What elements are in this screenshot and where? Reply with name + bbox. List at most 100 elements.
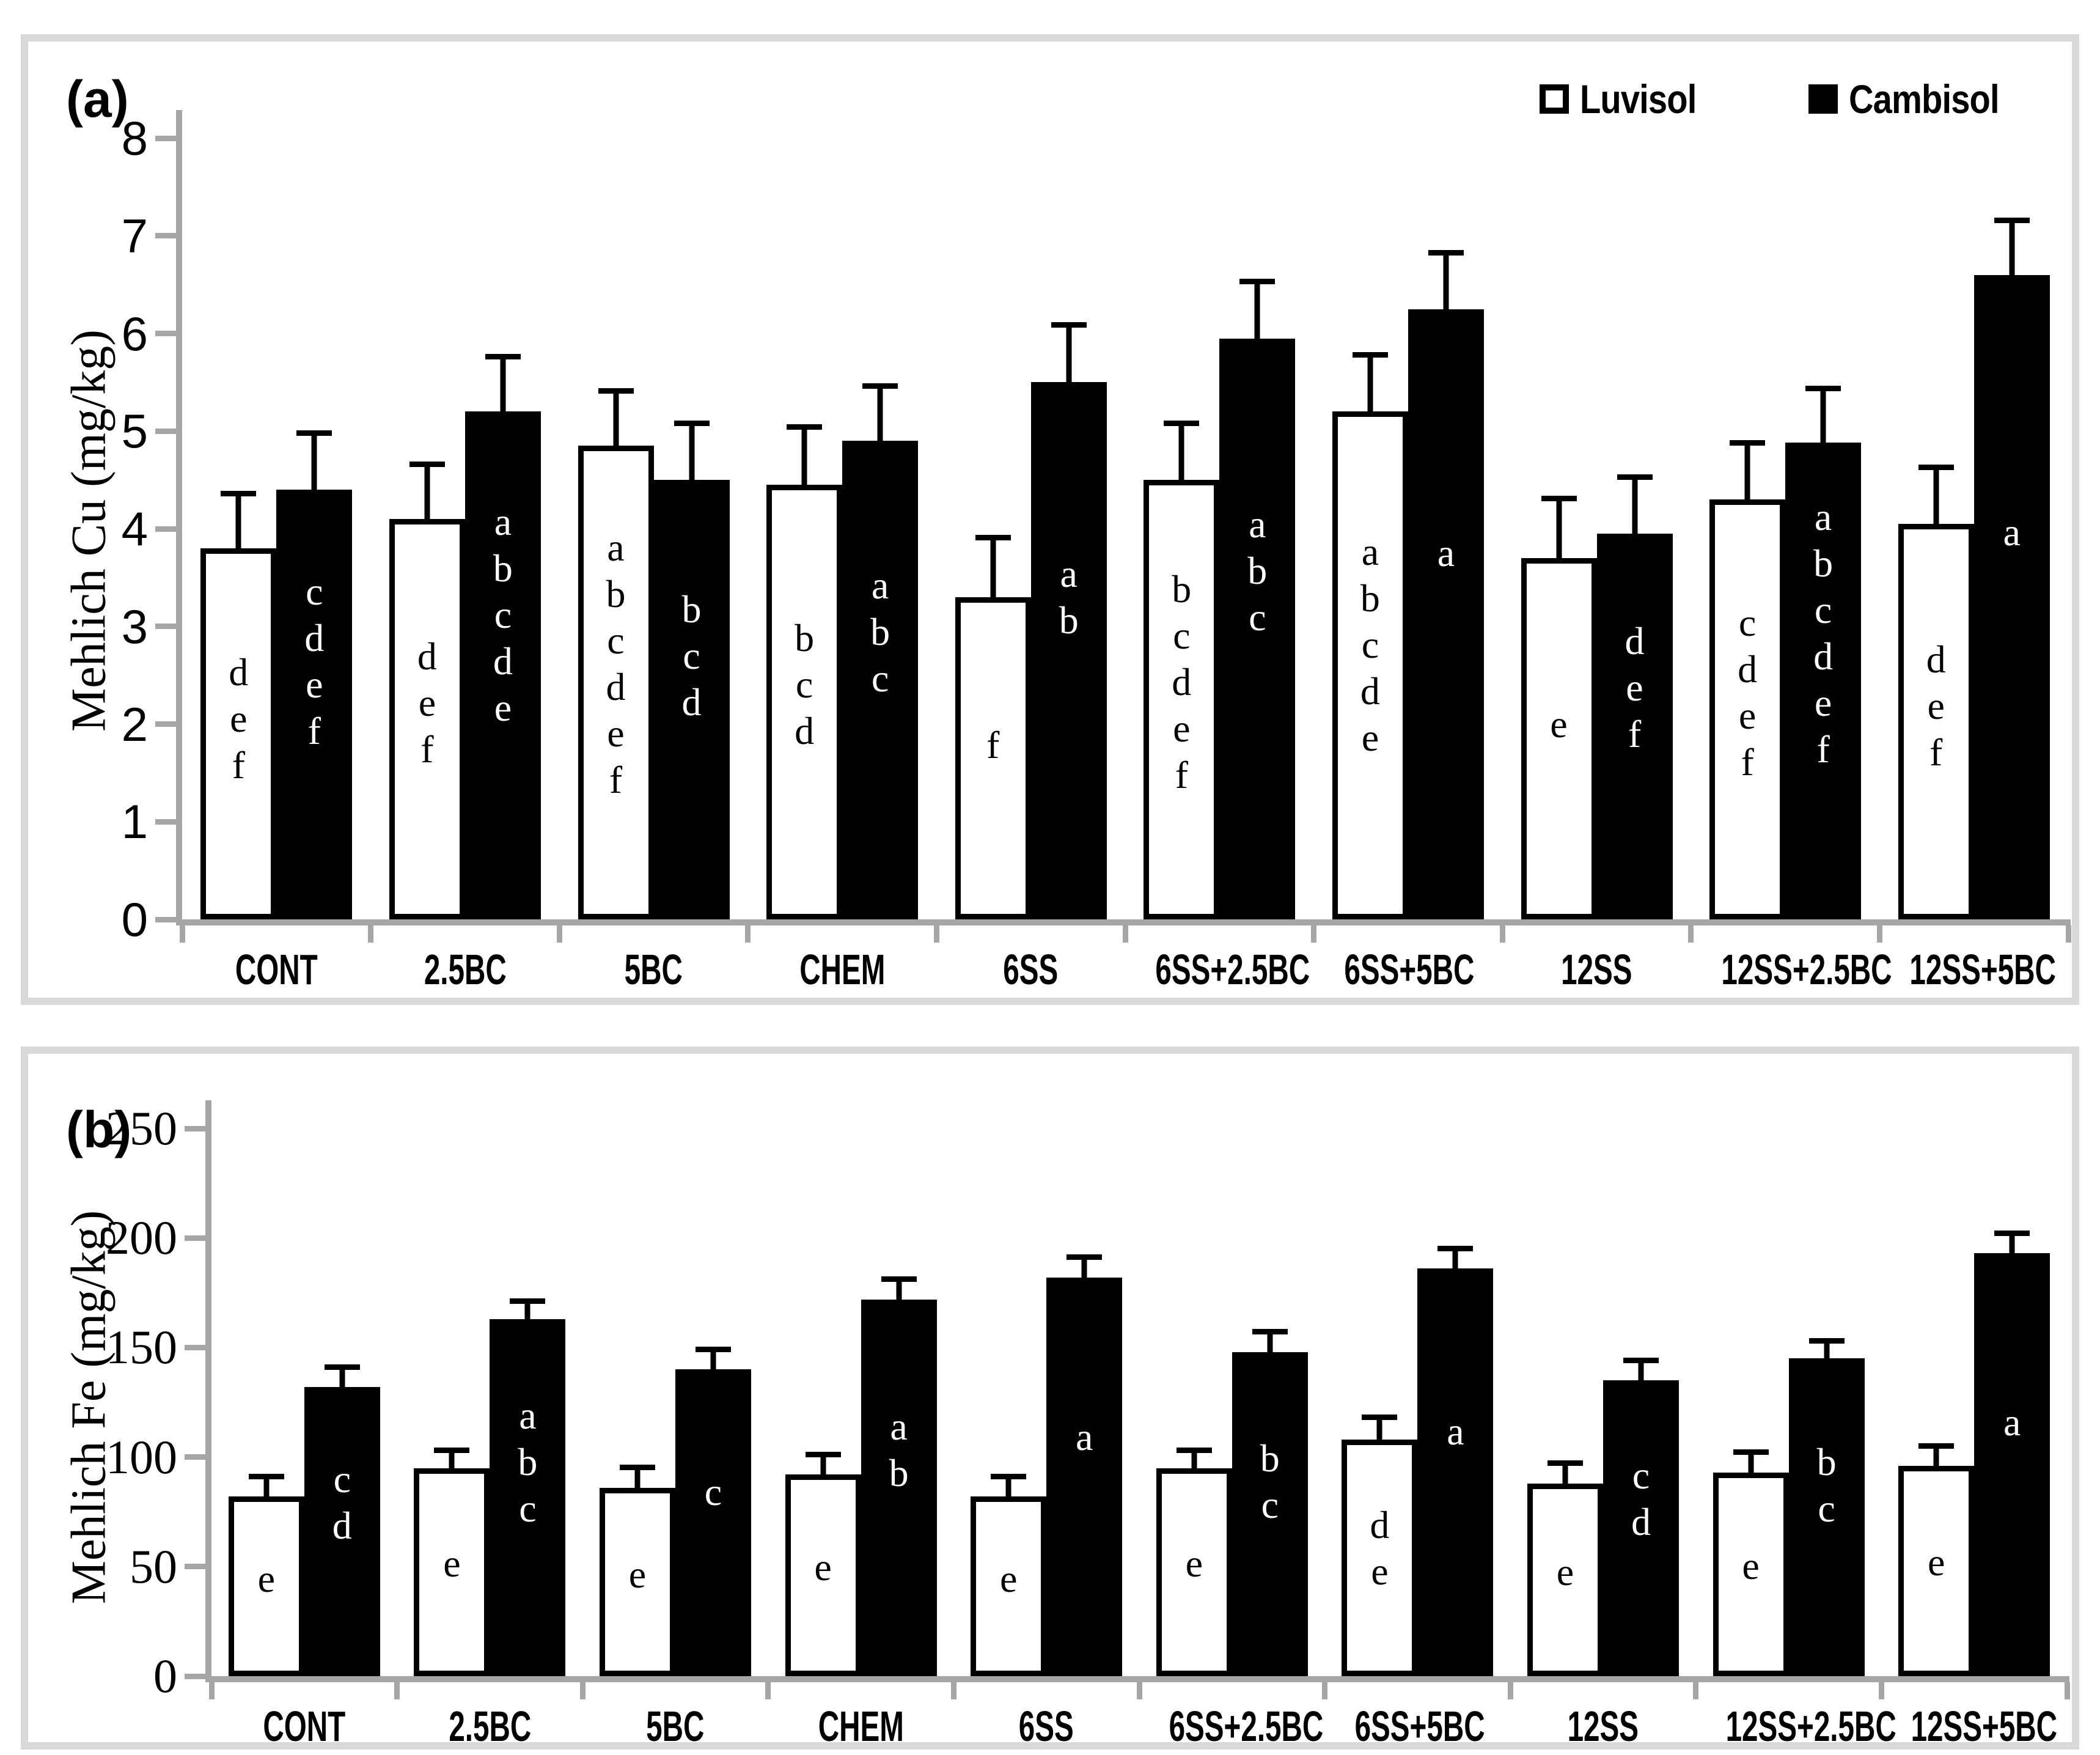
error-bar-stem [1254,279,1260,340]
significance-letters: e [443,1542,461,1586]
error-bar-cap [434,1447,470,1453]
x-axis-label: 5BC [624,946,683,993]
error-bar-stem [2009,217,2015,276]
error-bar-stem [1744,440,1750,501]
significance-letters: d e f [417,635,437,771]
error-bar-cap [881,1276,917,1282]
error-bar [1623,1357,1659,1382]
error-bar-cap [1547,1460,1583,1466]
bar-cambisol [1030,382,1107,919]
x-axis-line [205,1676,2069,1682]
error-bar [1918,1443,1955,1467]
y-tick-label: 150 [106,1320,177,1374]
error-bar-cap [1733,1449,1769,1455]
bar-luvisol [1144,480,1220,919]
bar-luvisol [1342,1439,1418,1676]
error-bar-stem [689,421,694,482]
error-bar-cap [1051,322,1087,328]
x-axis-line [176,919,2071,925]
error-bar [296,430,332,491]
significance-letters: a b c d e f [606,525,626,801]
bar-cambisol [1603,1380,1679,1676]
bar-luvisol [766,485,843,919]
x-axis-label: 12SS [1567,1702,1639,1750]
bar-luvisol [971,1496,1047,1676]
error-bar-cap [598,388,634,394]
significance-letters: a b [889,1405,909,1495]
error-bar-stem [1824,1337,1830,1360]
bar-cambisol [490,1319,566,1676]
x-tick-mark [2064,1682,2070,1699]
error-bar-cap [1176,1447,1212,1453]
significance-letters: a b c [870,564,890,701]
significance-letters: e [257,1557,275,1601]
error-bar-cap [1362,1414,1398,1420]
bar-luvisol [1713,1472,1789,1676]
error-bar [248,1473,284,1498]
x-tick-mark [394,1682,400,1699]
error-bar-stem [263,1473,270,1498]
x-axis-label: CONT [235,946,318,993]
error-bar-cap [1808,1337,1845,1344]
error-bar-cap [696,1346,731,1352]
significance-letters: a [1437,531,1455,575]
x-axis-label: 5BC [646,1702,705,1750]
bar-luvisol [785,1474,861,1676]
x-tick-mark [579,1682,586,1699]
bar-cambisol [1974,1253,2050,1676]
error-bar-stem [2009,1230,2015,1255]
y-tick-label: 0 [121,892,148,946]
error-bar [598,388,634,447]
significance-letters: a b [1059,551,1079,642]
error-bar [1918,464,1954,526]
error-bar [1808,1337,1845,1360]
error-bar-cap [510,1298,546,1304]
error-bar-cap [1918,1443,1955,1449]
error-bar-stem [710,1346,716,1371]
error-bar-cap [296,430,332,436]
bar-cambisol [653,480,730,919]
error-bar-stem [801,424,807,487]
x-axis-label: 12SS [1561,946,1632,993]
bar-luvisol [414,1468,490,1676]
x-axis-label: 12SS+5BC [1909,946,2057,993]
y-tick-label: 1 [121,795,148,849]
error-bar-stem [1632,474,1637,535]
error-bar [1617,474,1653,535]
error-bar-stem [424,462,430,521]
y-tick-label: 6 [121,306,148,361]
error-bar-stem [1562,1460,1568,1485]
error-bar [805,1451,841,1476]
y-tick-mark [155,233,176,239]
x-tick-mark [368,925,374,943]
y-axis-line [205,1100,211,1682]
error-bar [510,1298,546,1320]
significance-letters: e [628,1552,647,1596]
x-tick-mark [1136,1682,1142,1699]
significance-letters: d e [1370,1503,1390,1593]
error-bar-stem [1556,496,1562,559]
error-bar-stem [1933,464,1939,526]
significance-letters: a [2003,510,2021,554]
x-axis-label: 6SS+5BC [1354,1702,1485,1750]
bar-cambisol [1785,443,1862,919]
error-bar-stem [1443,249,1449,311]
x-tick-mark [933,925,939,943]
legend-swatch-cambisol-icon [1808,84,1838,114]
legend-item-cambisol: Cambisol [1808,76,2025,122]
error-bar [696,1346,731,1371]
x-tick-mark [208,1682,215,1699]
x-tick-mark [1122,925,1128,943]
y-tick-label: 50 [130,1539,177,1593]
error-bar-stem [820,1451,826,1476]
error-bar [674,421,710,482]
significance-letters: b c d [681,587,702,724]
significance-letters: a [1075,1415,1093,1459]
x-tick-mark [765,1682,771,1699]
error-bar-cap [1541,496,1577,502]
error-bar-cap [324,1364,360,1370]
error-bar [434,1447,470,1470]
bar-cambisol [1219,338,1296,919]
x-tick-mark [1693,1682,1699,1699]
y-tick-mark [185,1344,205,1350]
